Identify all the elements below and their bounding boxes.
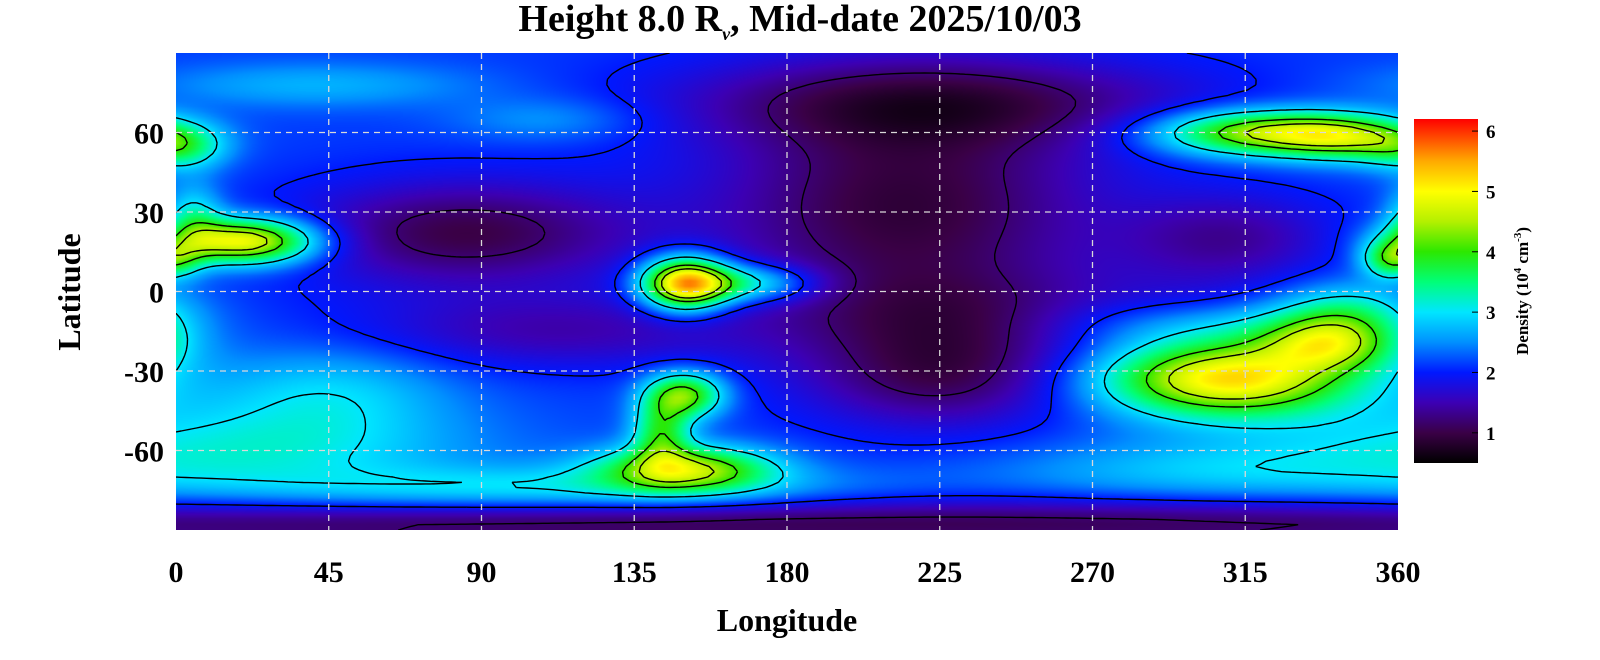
contour-line [176,53,1398,509]
y-tick-label: 0 [149,277,164,310]
x-tick-label: 135 [612,556,657,589]
x-tick-label: 180 [765,556,810,589]
x-tick-label: 90 [467,556,497,589]
contour-line [176,118,1398,489]
chart-title: Height 8.0 Rν, Mid-date 2025/10/03 [518,0,1081,44]
colorbar-tick-label: 6 [1486,122,1496,143]
x-tick-label: 360 [1376,556,1421,589]
colorbar-scale [1414,119,1478,463]
chart-title-subscript: ν [722,24,731,44]
plot-area [176,53,1398,530]
y-tick-label: -30 [124,356,164,389]
chart-title-date: , Mid-date 2025/10/03 [730,0,1081,40]
y-axis-label: Latitude [51,233,87,350]
colorbar-tick-label: 4 [1486,243,1496,264]
contour-lines [176,53,1398,530]
y-tick-label: -60 [124,436,164,469]
contour-line [396,72,1299,530]
contour-line [176,108,1398,498]
colorbar-ticks: 6 5 4 3 2 1 [1472,122,1496,445]
colorbar-tick-label: 1 [1486,424,1496,445]
y-tick-label: 30 [134,197,164,230]
colorbar-label: Density (104 cm-3) [1512,227,1532,355]
x-tick-label: 315 [1223,556,1268,589]
colorbar-tick-label: 2 [1486,363,1496,384]
colorbar: 6 5 4 3 2 1 Density (104 cm-3) [1414,119,1532,463]
x-tick-label: 270 [1070,556,1115,589]
x-tick-label: 0 [169,556,184,589]
x-tick-label: 45 [314,556,344,589]
chart-title-main: Height 8.0 R [518,0,722,40]
x-tick-label: 225 [917,556,962,589]
y-tick-label: 60 [134,118,164,151]
grid-lines [176,53,1398,530]
x-tick-labels: 0 45 90 135 180 225 270 315 360 [169,556,1421,589]
colorbar-tick-label: 5 [1486,182,1496,203]
y-tick-labels: 60 30 0 -30 -60 [124,118,164,469]
x-axis-label: Longitude [717,602,857,638]
colorbar-tick-label: 3 [1486,303,1496,324]
